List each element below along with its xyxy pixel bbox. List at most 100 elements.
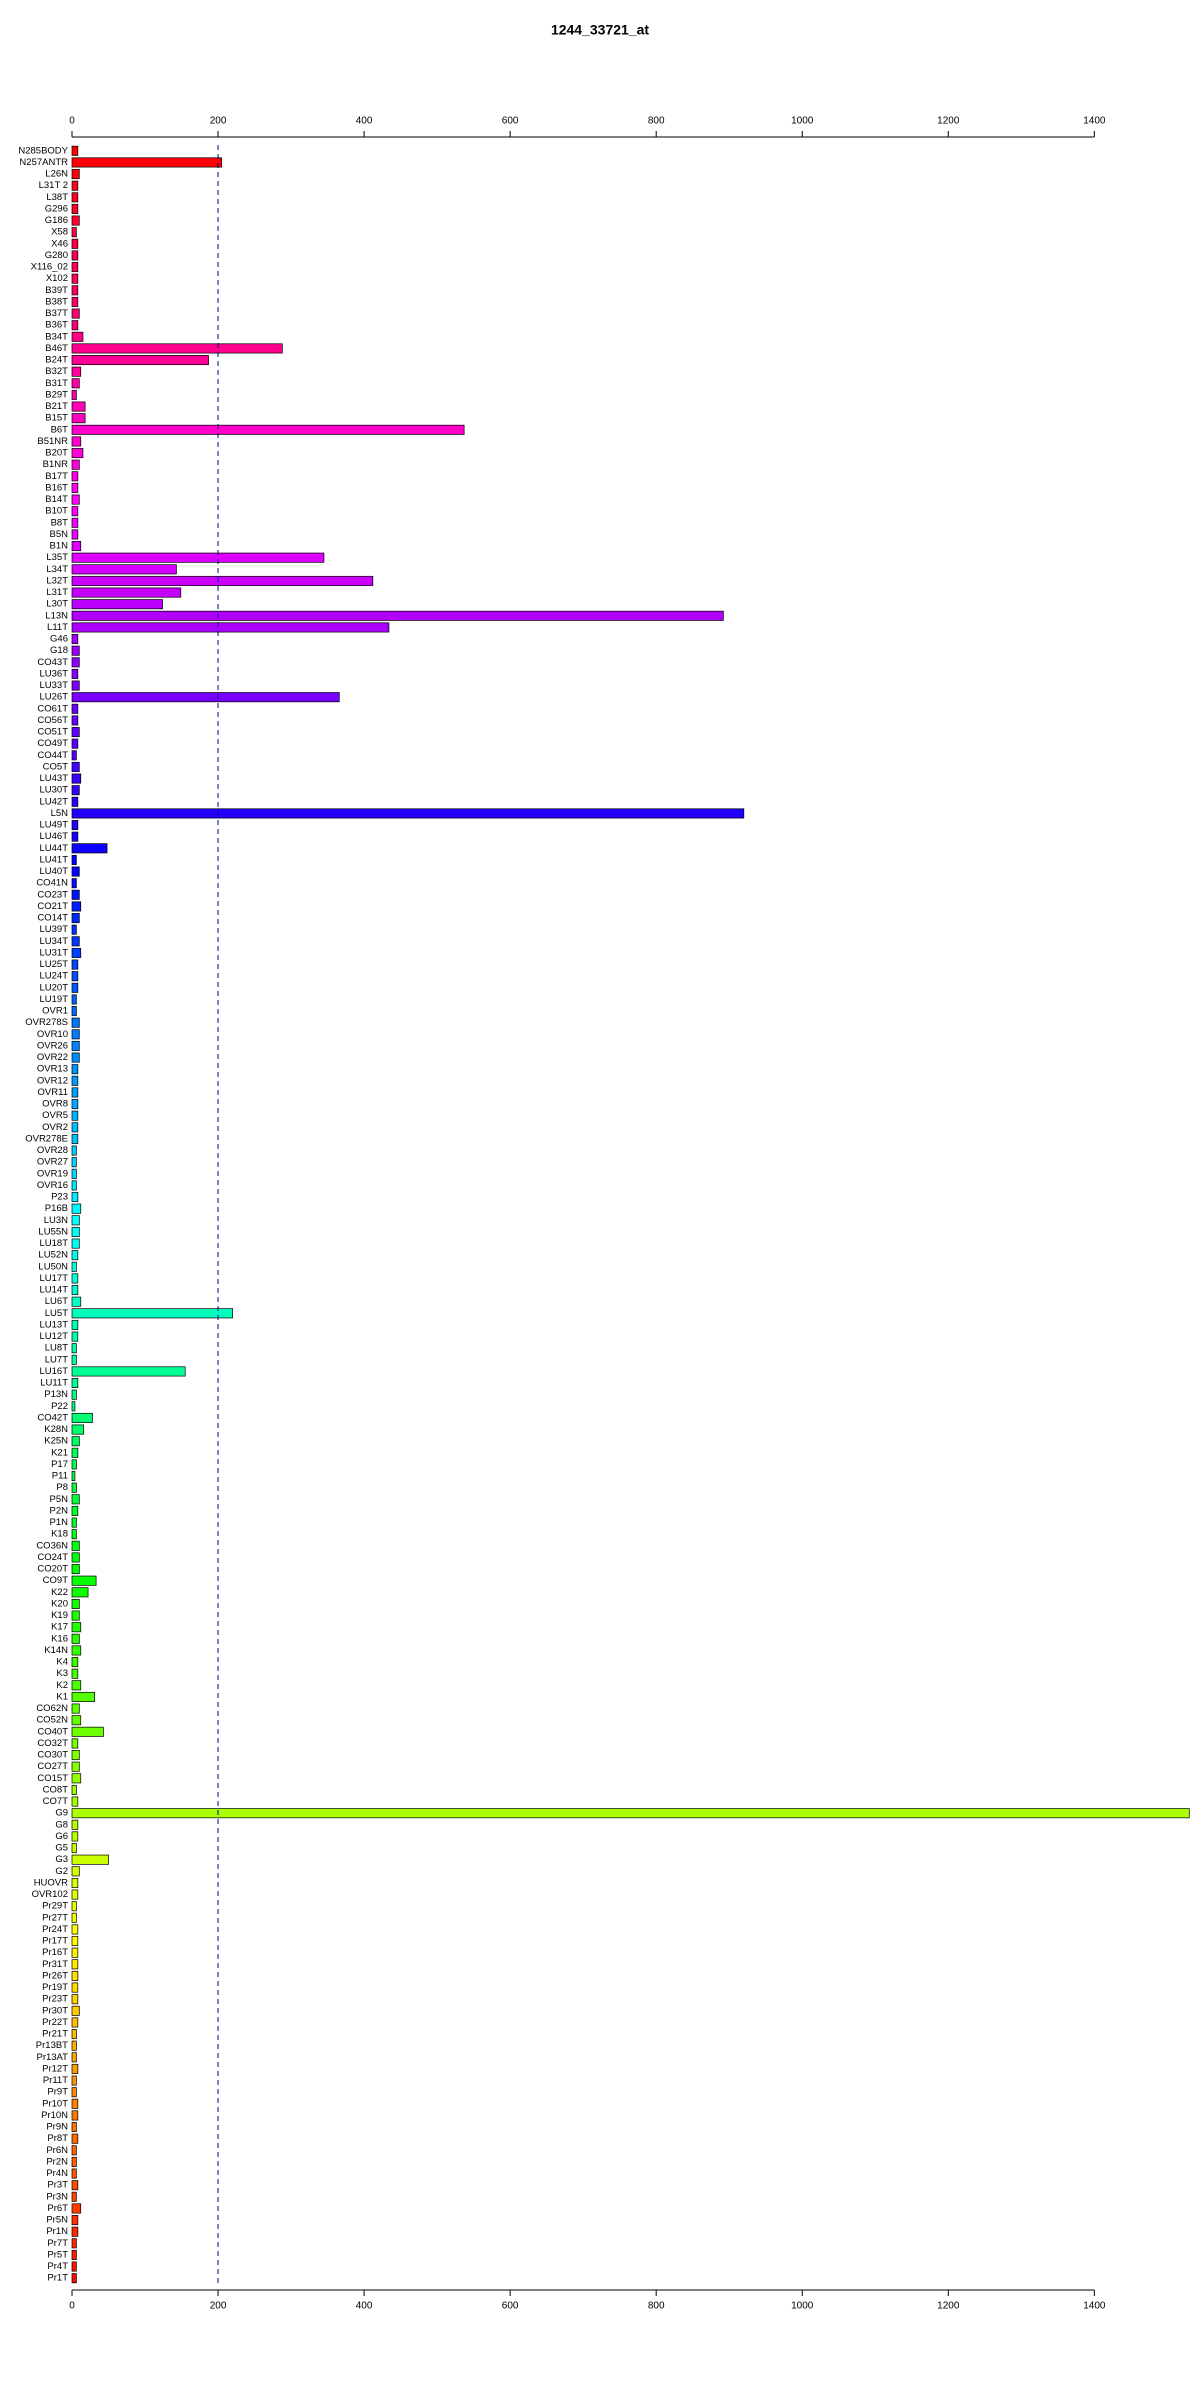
- bar: [71, 1133, 79, 1144]
- bar: [71, 1598, 80, 1609]
- y-tick-label: OVR27: [37, 1157, 68, 1168]
- bar: [71, 1854, 109, 1865]
- y-tick-label: B1N: [50, 541, 69, 552]
- bar: [71, 1471, 76, 1482]
- y-tick-label: LU33T: [39, 680, 68, 691]
- bar: [71, 250, 79, 261]
- bar: [71, 796, 79, 807]
- y-tick-label: B32T: [45, 366, 68, 377]
- y-tick-label: CO36N: [36, 1540, 68, 1551]
- y-tick-label: Pr26T: [42, 1970, 68, 1981]
- y-tick-label: K20: [51, 1598, 68, 1609]
- y-tick-label: B17T: [45, 471, 68, 482]
- y-tick-label: LU16T: [39, 1366, 68, 1377]
- bar: [71, 2005, 80, 2016]
- bar: [71, 913, 80, 924]
- y-tick-label: L5N: [51, 808, 69, 819]
- bar: [71, 1587, 89, 1598]
- bar: [71, 1901, 77, 1912]
- bar: [71, 982, 79, 993]
- bar: [71, 1552, 80, 1563]
- y-tick-label: P2N: [50, 1505, 69, 1516]
- bar: [71, 506, 79, 517]
- y-tick-label: K18: [51, 1529, 68, 1540]
- bar: [71, 1773, 82, 1784]
- y-tick-label: B1NR: [43, 459, 68, 470]
- bar: [71, 645, 80, 656]
- bar: [71, 459, 80, 470]
- bar: [71, 2029, 77, 2040]
- y-tick-label: Pr6T: [47, 2203, 68, 2214]
- y-tick-label: Pr8T: [47, 2133, 68, 2144]
- bar: [71, 2040, 77, 2051]
- y-tick-label: G18: [50, 645, 68, 656]
- bar: [71, 1808, 1190, 1819]
- bar: [71, 2156, 77, 2167]
- y-tick-label: B21T: [45, 401, 68, 412]
- bar: [71, 2215, 79, 2226]
- y-tick-label: Pr3T: [47, 2180, 68, 2191]
- y-tick-label: LU24T: [39, 971, 68, 982]
- bar: [71, 2075, 77, 2086]
- bar: [71, 610, 724, 621]
- y-tick-label: K4: [56, 1657, 68, 1668]
- bar: [71, 1226, 80, 1237]
- bar: [71, 1122, 79, 1133]
- y-tick-label: Pr9T: [47, 2087, 68, 2098]
- x-tick-label: 200: [210, 116, 227, 127]
- y-tick-label: CO15T: [37, 1773, 68, 1784]
- bar: [71, 215, 80, 226]
- y-tick-label: P1N: [50, 1517, 69, 1528]
- bar: [71, 959, 79, 970]
- bar: [71, 2261, 77, 2272]
- y-tick-label: OVR12: [37, 1075, 68, 1086]
- bar: [71, 1447, 79, 1458]
- y-tick-label: LU49T: [39, 820, 68, 831]
- y-tick-label: K22: [51, 1587, 68, 1598]
- bar: [71, 308, 80, 319]
- y-tick-label: Pr16T: [42, 1947, 68, 1958]
- y-tick-label: G2: [55, 1866, 68, 1877]
- y-tick-label: LU55N: [38, 1226, 68, 1237]
- bar: [71, 1319, 79, 1330]
- bar: [71, 622, 390, 633]
- bar: [71, 2180, 79, 2191]
- y-tick-label: B31T: [45, 378, 68, 389]
- bar: [71, 1819, 79, 1830]
- y-tick-label: X116_02: [31, 262, 68, 273]
- bar: [71, 1157, 77, 1168]
- bar: [71, 634, 79, 645]
- y-tick-label: Pr22T: [42, 2017, 68, 2028]
- bar: [71, 482, 79, 493]
- y-tick-label: LU26T: [39, 692, 68, 703]
- bar: [71, 1075, 79, 1086]
- y-tick-label: CO49T: [37, 738, 68, 749]
- y-tick-label: P17: [51, 1459, 68, 1470]
- y-tick-label: L35T: [46, 552, 68, 563]
- y-tick-label: OVR13: [37, 1064, 68, 1075]
- y-tick-label: CO61T: [37, 703, 68, 714]
- bar: [71, 715, 79, 726]
- y-tick-label: B16T: [45, 482, 68, 493]
- y-tick-label: OVR28: [37, 1145, 68, 1156]
- y-tick-label: K16: [51, 1633, 68, 1644]
- y-tick-label: B34T: [45, 331, 68, 342]
- bar: [71, 1970, 79, 1981]
- y-tick-label: K17: [51, 1622, 68, 1633]
- y-tick-label: Pr13AT: [36, 2052, 68, 2063]
- bar: [71, 1959, 79, 1970]
- x-tick-label: 1200: [937, 2301, 960, 2312]
- bar: [71, 227, 77, 238]
- bar: [71, 854, 77, 865]
- y-tick-label: Pr10N: [41, 2110, 68, 2121]
- y-tick-label: Pr11T: [43, 2075, 68, 2086]
- y-tick-label: Pr30T: [42, 2005, 68, 2016]
- x-tick-label: 600: [502, 2301, 519, 2312]
- y-tick-label: LU50N: [38, 1261, 68, 1272]
- y-tick-label: LU46T: [39, 831, 68, 842]
- y-tick-label: G186: [45, 215, 68, 226]
- bar: [71, 1668, 79, 1679]
- y-tick-label: N285BODY: [18, 145, 68, 156]
- y-tick-label: B36T: [45, 320, 68, 331]
